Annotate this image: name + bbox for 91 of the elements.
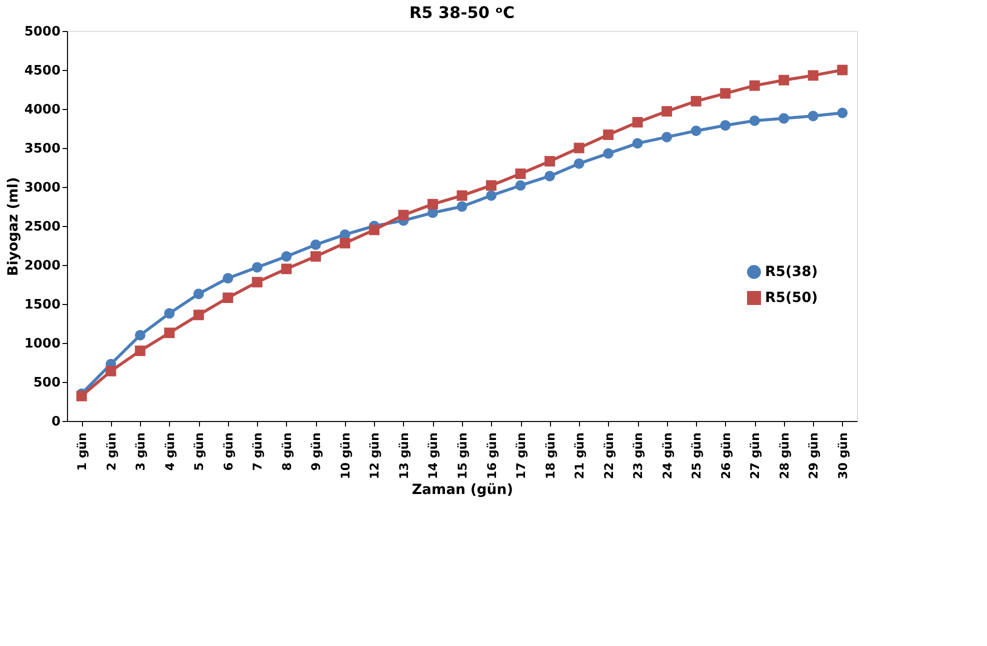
point: [574, 142, 584, 154]
point: [222, 292, 234, 304]
point: [134, 346, 146, 356]
point: [76, 390, 87, 402]
legend-label: R5(38): [765, 264, 818, 280]
point: [632, 117, 643, 128]
point: [222, 273, 234, 284]
x-tick-label: 5 gün: [192, 432, 206, 471]
x-tick-label: 24 gün: [660, 432, 674, 480]
x-tick-label: 15 gün: [456, 432, 470, 480]
y-tick-label: 2500: [24, 220, 60, 234]
y-tick-label: 1500: [24, 298, 60, 312]
y-tick-label: 4500: [24, 64, 60, 78]
point: [603, 148, 614, 159]
y-tick-label: 3500: [24, 142, 60, 156]
point: [193, 288, 204, 300]
x-tick-label: 22 gün: [602, 432, 616, 480]
x-tick-label: 13 gün: [396, 432, 411, 480]
point: [662, 106, 672, 117]
point: [808, 70, 818, 81]
y-axis-title: Biyogaz (ml): [5, 177, 22, 276]
x-tick-label: 6 gün: [221, 432, 236, 471]
x-tick-label: 26 gün: [718, 432, 733, 480]
y-tick-label: 3000: [24, 180, 60, 196]
point: [310, 251, 321, 262]
y-tick-label: 500: [33, 376, 60, 390]
point: [193, 310, 204, 320]
x-tick-label: 3 gün: [134, 432, 148, 471]
y-tick-label: 2000: [24, 258, 60, 274]
point: [252, 276, 262, 288]
point: [749, 80, 760, 91]
point: [544, 170, 556, 182]
point: [134, 330, 146, 340]
point: [690, 126, 702, 136]
point: [837, 108, 848, 118]
x-tick-label: 1 gün: [75, 432, 90, 471]
point: [632, 138, 643, 149]
point: [456, 201, 468, 212]
point: [486, 180, 497, 191]
point: [778, 74, 790, 86]
x-tick-label: 7 gün: [250, 432, 265, 471]
x-tick-label: 25 gün: [690, 432, 704, 480]
point: [720, 88, 731, 99]
point: [456, 190, 468, 201]
y-tick-label: 0: [51, 414, 60, 430]
x-tick-label: 9 gün: [309, 432, 324, 471]
x-tick-label: 18 gün: [543, 432, 558, 480]
x-tick-label: 4 gün: [162, 432, 177, 471]
y-tick-label: 4000: [24, 102, 60, 118]
point: [778, 113, 790, 124]
x-tick-label: 21 gün: [572, 432, 587, 480]
point: [720, 120, 731, 131]
x-tick-label: 17 gün: [514, 432, 528, 480]
x-tick-label: 30 gün: [836, 432, 850, 480]
point: [515, 180, 526, 191]
legend-label: R5(50): [765, 290, 818, 306]
point: [106, 366, 116, 376]
x-tick-label: 8 gün: [280, 432, 294, 471]
chart-title: R5 38-50 ᵒC: [409, 3, 515, 22]
x-tick-label: 12 gün: [368, 432, 382, 480]
point: [398, 210, 409, 220]
point: [164, 308, 175, 319]
point: [310, 239, 321, 250]
point: [749, 115, 760, 126]
point: [603, 129, 614, 140]
point: [574, 158, 584, 169]
point: [281, 264, 292, 274]
x-tick-label: 27 gün: [748, 432, 762, 480]
x-tick-label: 2 gün: [104, 432, 118, 471]
point: [515, 168, 526, 179]
point: [808, 110, 818, 122]
point: [662, 132, 672, 142]
x-tick-label: 10 gün: [338, 432, 352, 480]
x-tick-label: 29 gün: [806, 432, 821, 480]
x-axis-title: Zaman (gün): [412, 482, 514, 498]
x-tick-label: 14 gün: [426, 432, 440, 480]
y-tick-label: 1000: [24, 336, 60, 352]
point: [340, 238, 350, 248]
point: [368, 224, 380, 236]
point: [164, 328, 175, 338]
x-tick-label: 16 gün: [484, 432, 499, 480]
point: [252, 262, 262, 273]
point: [281, 251, 292, 262]
x-tick-label: 23 gün: [631, 432, 646, 480]
y-tick-label: 5000: [24, 24, 60, 40]
point: [837, 64, 848, 76]
point: [544, 156, 556, 167]
point: [486, 190, 497, 201]
x-tick-label: 28 gün: [777, 432, 792, 480]
point: [690, 96, 702, 106]
point: [427, 198, 438, 210]
